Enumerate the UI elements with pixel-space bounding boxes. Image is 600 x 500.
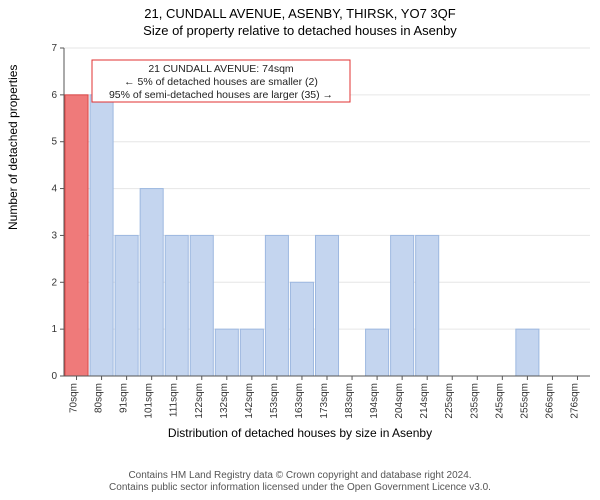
caption-line-1: Contains HM Land Registry data © Crown c…	[0, 470, 600, 482]
svg-text:3: 3	[51, 230, 57, 241]
highlight-bar	[65, 95, 88, 376]
x-tick-label: 163sqm	[294, 383, 305, 419]
x-tick-label: 111sqm	[169, 383, 180, 417]
x-tick-label: 173sqm	[319, 383, 330, 419]
chart-area: 0 1 2 3 4 5 6 7 70sqm 80sqm 91sqm 101sqm 111sqm 122sq…	[36, 42, 596, 422]
title-line-1: 21, CUNDALL AVENUE, ASENBY, THIRSK, YO7 …	[0, 0, 600, 21]
svg-text:1: 1	[51, 324, 57, 335]
annotation-line-2: ← 5% of detached houses are smaller (2)	[124, 76, 318, 88]
bar	[416, 235, 439, 376]
svg-text:5: 5	[51, 137, 57, 148]
x-tick-label: 101sqm	[144, 383, 155, 419]
chart-container: 21, CUNDALL AVENUE, ASENBY, THIRSK, YO7 …	[0, 0, 600, 500]
x-tick-label: 153sqm	[269, 383, 280, 419]
svg-text:2: 2	[51, 277, 57, 288]
x-tick-label: 214sqm	[419, 383, 430, 419]
x-tick-label: 70sqm	[69, 383, 80, 413]
bar	[90, 95, 113, 376]
annotation-line-1: 21 CUNDALL AVENUE: 74sqm	[148, 63, 294, 75]
svg-text:4: 4	[51, 184, 57, 195]
caption: Contains HM Land Registry data © Crown c…	[0, 470, 600, 494]
bar	[165, 235, 188, 376]
bar	[516, 329, 539, 376]
x-tick-label: 80sqm	[94, 383, 105, 413]
x-tick-label: 255sqm	[519, 383, 530, 419]
x-tick-label: 276sqm	[569, 383, 580, 419]
svg-text:6: 6	[51, 90, 57, 101]
y-axis-label: Number of detached properties	[6, 65, 20, 230]
x-tick-label: 132sqm	[219, 383, 230, 419]
annotation-line-3: 95% of semi-detached houses are larger (…	[109, 89, 333, 101]
bar	[115, 235, 138, 376]
bar	[366, 329, 389, 376]
bar	[240, 329, 263, 376]
x-tick-label: 142sqm	[244, 383, 255, 419]
x-axis-label: Distribution of detached houses by size …	[0, 426, 600, 440]
bar	[315, 235, 338, 376]
x-tick-label: 235sqm	[469, 383, 480, 419]
x-tick-label: 225sqm	[444, 383, 455, 419]
svg-text:0: 0	[51, 371, 57, 382]
bar	[190, 235, 213, 376]
caption-line-2: Contains public sector information licen…	[0, 482, 600, 494]
bar	[215, 329, 238, 376]
bar	[265, 235, 288, 376]
bar-chart-svg: 0 1 2 3 4 5 6 7 70sqm 80sqm 91sqm 101sqm 111sqm 122sq…	[36, 42, 596, 422]
bar	[290, 282, 313, 376]
title-line-2: Size of property relative to detached ho…	[0, 21, 600, 42]
x-tick-label: 245sqm	[494, 383, 505, 419]
x-tick-label: 266sqm	[544, 383, 555, 419]
x-tick-label: 122sqm	[194, 383, 205, 419]
svg-text:7: 7	[51, 43, 57, 54]
x-tick-label: 194sqm	[369, 383, 380, 419]
bar	[140, 189, 163, 376]
x-tick-label: 183sqm	[344, 383, 355, 419]
bar	[391, 235, 414, 376]
x-tick-label: 91sqm	[119, 383, 130, 413]
x-tick-label: 204sqm	[394, 383, 405, 419]
